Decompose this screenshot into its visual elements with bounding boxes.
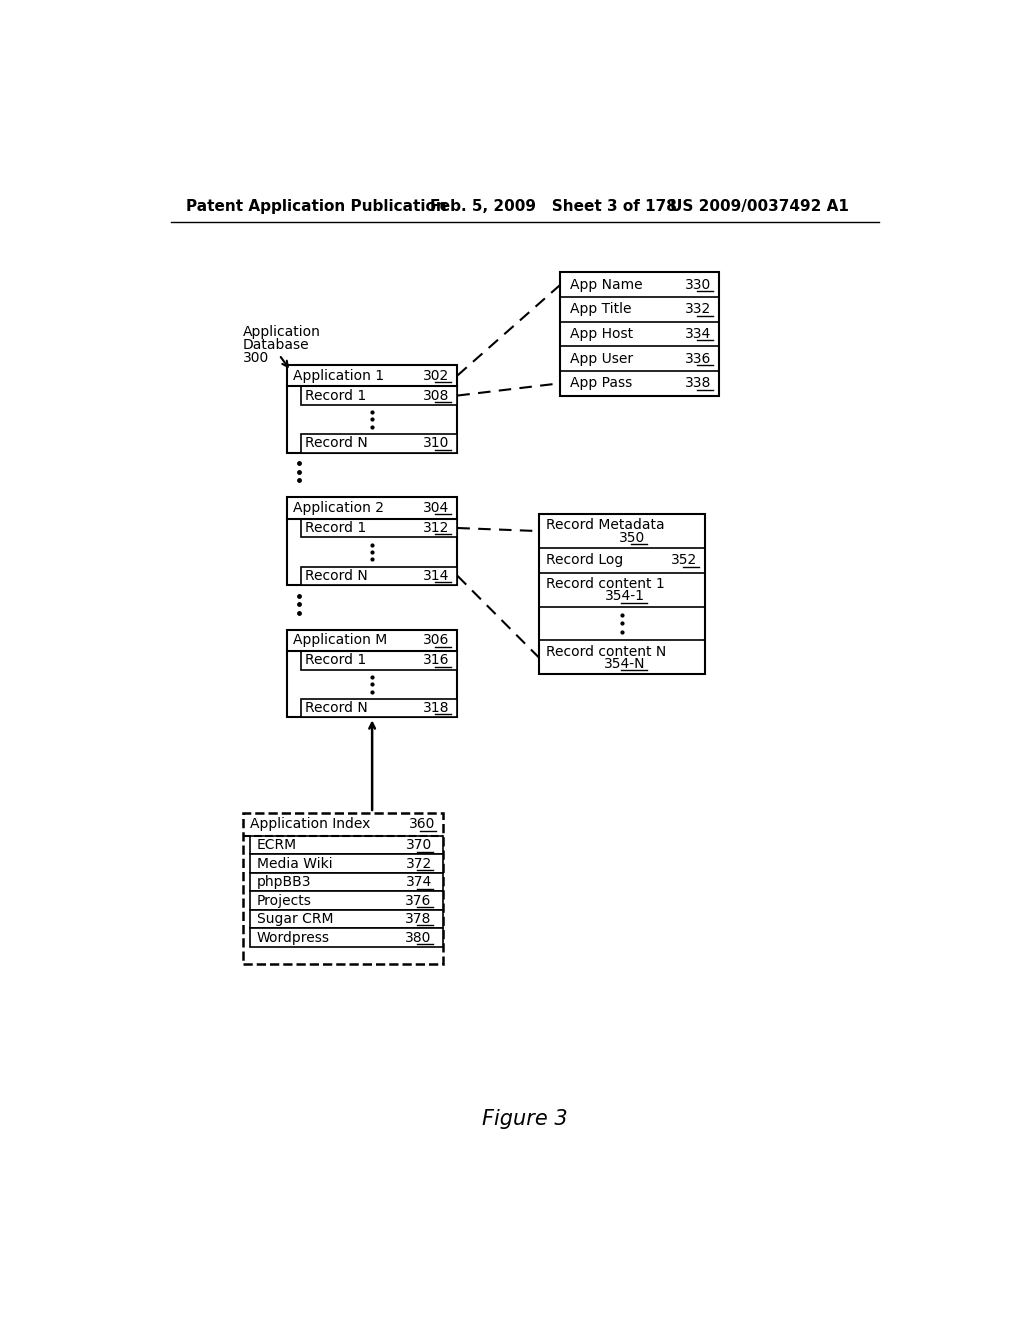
Text: 306: 306	[423, 634, 450, 647]
Text: Application 1: Application 1	[293, 368, 384, 383]
Text: Record 1: Record 1	[305, 653, 367, 668]
Text: Record N: Record N	[305, 569, 369, 582]
Text: 302: 302	[423, 368, 450, 383]
Text: Media Wiki: Media Wiki	[257, 857, 332, 871]
Bar	[301, 651, 458, 669]
Text: 308: 308	[423, 388, 450, 403]
Text: ECRM: ECRM	[257, 838, 297, 853]
Bar	[243, 813, 442, 964]
Bar	[251, 873, 442, 891]
Text: 312: 312	[423, 521, 450, 535]
Text: 380: 380	[406, 931, 432, 945]
Text: App Title: App Title	[569, 302, 631, 317]
Text: Record content 1: Record content 1	[547, 577, 666, 591]
Text: Application Index: Application Index	[251, 817, 371, 832]
Text: Projects: Projects	[257, 894, 311, 908]
Text: 310: 310	[423, 437, 450, 450]
Text: 350: 350	[620, 531, 645, 545]
Text: 374: 374	[406, 875, 432, 890]
Text: Record N: Record N	[305, 437, 369, 450]
Bar	[301, 566, 458, 585]
Text: Wordpress: Wordpress	[257, 931, 330, 945]
Text: 352: 352	[672, 553, 697, 568]
Text: 332: 332	[685, 302, 712, 317]
Text: 330: 330	[685, 277, 712, 292]
Text: Record Log: Record Log	[547, 553, 624, 568]
Bar	[251, 836, 442, 854]
Bar	[301, 700, 458, 718]
Text: App Host: App Host	[569, 327, 633, 341]
Text: Database: Database	[243, 338, 309, 351]
Text: 370: 370	[406, 838, 432, 853]
Text: App Name: App Name	[569, 277, 642, 292]
Text: 336: 336	[685, 351, 712, 366]
Bar	[287, 630, 458, 718]
Bar	[251, 891, 442, 909]
Text: 316: 316	[423, 653, 450, 668]
Text: 304: 304	[423, 502, 450, 515]
Text: 314: 314	[423, 569, 450, 582]
Bar	[301, 434, 458, 453]
Bar	[560, 272, 719, 396]
Text: 338: 338	[685, 376, 712, 391]
Text: 360: 360	[409, 817, 435, 832]
Text: Record N: Record N	[305, 701, 369, 715]
Bar	[301, 519, 458, 537]
Text: Sugar CRM: Sugar CRM	[257, 912, 333, 927]
Text: 376: 376	[406, 894, 432, 908]
Text: 318: 318	[423, 701, 450, 715]
Text: 300: 300	[243, 351, 269, 364]
Text: Record 1: Record 1	[305, 521, 367, 535]
Text: US 2009/0037492 A1: US 2009/0037492 A1	[671, 198, 849, 214]
Text: Record content N: Record content N	[547, 644, 667, 659]
Text: 354-1: 354-1	[605, 589, 645, 603]
Bar	[251, 909, 442, 928]
Text: Patent Application Publication: Patent Application Publication	[186, 198, 446, 214]
Bar	[287, 498, 458, 585]
Text: App Pass: App Pass	[569, 376, 632, 391]
Text: 354-N: 354-N	[604, 657, 645, 671]
Text: 372: 372	[406, 857, 432, 871]
Bar	[287, 364, 458, 453]
Text: App User: App User	[569, 351, 633, 366]
Bar	[539, 515, 706, 675]
Text: 334: 334	[685, 327, 712, 341]
Text: phpBB3: phpBB3	[257, 875, 311, 890]
Text: Application: Application	[243, 325, 321, 339]
Text: Figure 3: Figure 3	[482, 1109, 567, 1130]
Text: Application M: Application M	[293, 634, 387, 647]
Text: Feb. 5, 2009   Sheet 3 of 178: Feb. 5, 2009 Sheet 3 of 178	[430, 198, 677, 214]
Bar	[251, 854, 442, 873]
Text: Record 1: Record 1	[305, 388, 367, 403]
Text: Record Metadata: Record Metadata	[547, 519, 666, 532]
Text: 378: 378	[406, 912, 432, 927]
Bar	[301, 387, 458, 405]
Bar	[251, 928, 442, 946]
Text: Application 2: Application 2	[293, 502, 384, 515]
